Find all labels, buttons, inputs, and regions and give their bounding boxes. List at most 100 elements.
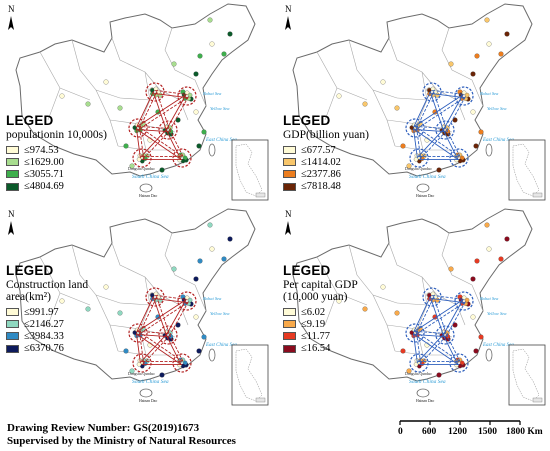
- corridor-line: [446, 301, 466, 337]
- corridor-line: [156, 296, 170, 335]
- legend-metric-title: GDP(billion yuan): [283, 129, 369, 141]
- north-label: N: [285, 209, 292, 219]
- scale-tick-label: 600: [422, 427, 437, 437]
- province-boundary: [159, 294, 189, 326]
- corridor-line: [432, 294, 465, 300]
- urban-agglomeration-ring: [422, 82, 442, 102]
- city-marker: [461, 295, 467, 301]
- south-china-sea-inset: [231, 344, 269, 406]
- south-china-sea-label: South China Sea: [132, 174, 169, 180]
- city-marker: [159, 167, 165, 173]
- legend-swatch: [283, 320, 296, 329]
- corridor-line: [169, 301, 189, 337]
- city-marker: [193, 276, 199, 282]
- yellow-sea-label: Yellow Sea: [210, 311, 230, 316]
- corridor-line: [419, 130, 447, 160]
- legend-swatch: [283, 158, 296, 167]
- north-arrow: N: [8, 209, 15, 235]
- city-marker: [209, 41, 215, 47]
- china-map-construction-land: Bohai Sea Yellow Sea East China Sea South C…: [8, 208, 269, 406]
- legend-item: ≤677.57: [283, 144, 369, 156]
- map-layer: Bohai Sea Yellow Sea East China Sea South C…: [292, 208, 533, 403]
- legend-swatch: [6, 146, 19, 155]
- city-marker: [461, 90, 467, 96]
- corridor-line: [433, 91, 447, 130]
- city-marker: [197, 53, 203, 59]
- province-boundary: [348, 244, 398, 304]
- city-marker: [470, 276, 476, 282]
- city-marker: [409, 125, 415, 130]
- corridor-line: [413, 333, 459, 365]
- city-marker: [175, 117, 181, 123]
- hainan-label: Hainan Dao: [139, 194, 157, 198]
- south-china-sea-label: South China Sea: [132, 379, 169, 385]
- city-marker: [136, 362, 142, 367]
- north-arrow-icon: [285, 221, 291, 235]
- urban-agglomeration-ring: [449, 148, 469, 168]
- province-boundary: [441, 27, 473, 81]
- drawing-review-number: Drawing Review Number: GS(2019)1673: [7, 422, 200, 434]
- country-outline: [292, 3, 533, 177]
- corridor-line: [416, 332, 422, 363]
- inset-boundary: [235, 348, 263, 402]
- map-panel-construction-land: Bohai Sea Yellow Sea East China Sea South C…: [0, 205, 273, 410]
- corridor-line: [135, 128, 141, 159]
- legend-swatch: [283, 344, 296, 353]
- corridor-line: [154, 93, 187, 99]
- legend-metric-title: Construction land area(km²): [6, 279, 89, 303]
- urban-agglomeration-ring: [172, 148, 192, 168]
- city-marker: [464, 92, 470, 98]
- legend-item: ≤1629.00: [6, 156, 107, 168]
- city-marker: [498, 256, 504, 262]
- city-marker: [129, 163, 135, 169]
- city-marker: [406, 163, 412, 169]
- corridor-line: [419, 335, 447, 365]
- south-china-sea-inset: [508, 139, 546, 201]
- legend-swatch: [283, 170, 296, 179]
- south-china-sea-inset: [508, 344, 546, 406]
- province-boundary: [324, 292, 338, 326]
- city-marker: [196, 348, 202, 354]
- corridor-line: [138, 301, 189, 335]
- city-marker: [448, 266, 454, 272]
- corridor-line: [443, 130, 458, 159]
- city-marker: [187, 92, 193, 98]
- city-marker: [182, 360, 188, 366]
- city-marker: [201, 334, 207, 340]
- inset-boundary: [235, 143, 263, 197]
- corridor-line: [155, 89, 188, 95]
- corridor-line: [415, 96, 466, 130]
- city-marker: [153, 291, 159, 297]
- corridor-line: [413, 128, 459, 160]
- urban-agglomeration-ring: [172, 353, 192, 373]
- china-map-gdp: Bohai Sea Yellow Sea East China Sea South C…: [285, 3, 546, 201]
- province-boundary: [119, 97, 151, 101]
- east-china-sea-label: East China Sea: [205, 138, 237, 143]
- city-marker: [227, 31, 233, 37]
- province-boundary: [159, 89, 189, 121]
- inset-scale: [255, 397, 266, 403]
- city-marker: [473, 348, 479, 354]
- taiwan-island: [485, 143, 493, 157]
- corridor-line: [446, 96, 466, 132]
- corridor-line: [446, 334, 461, 363]
- province-boundary: [416, 71, 428, 151]
- city-marker: [484, 222, 490, 228]
- corridor-line: [136, 299, 187, 333]
- province-boundary: [388, 37, 438, 91]
- city-marker: [171, 61, 177, 67]
- province-boundary: [47, 292, 61, 326]
- corridor-line: [135, 333, 141, 364]
- urban-agglomeration-ring: [454, 86, 474, 106]
- inset-scale: [532, 192, 543, 198]
- province-boundary: [47, 87, 61, 121]
- city-marker: [400, 143, 406, 149]
- bohai-sea-label: Bohai Sea: [203, 296, 222, 301]
- corridor-line: [169, 96, 189, 132]
- province-boundary: [71, 244, 121, 304]
- urban-agglomeration-ring: [158, 325, 178, 345]
- corridor-line: [169, 129, 184, 158]
- corridor-line: [136, 333, 182, 365]
- corridor-line: [155, 294, 188, 300]
- legend-metric-title: populationin 10,000s): [6, 129, 107, 141]
